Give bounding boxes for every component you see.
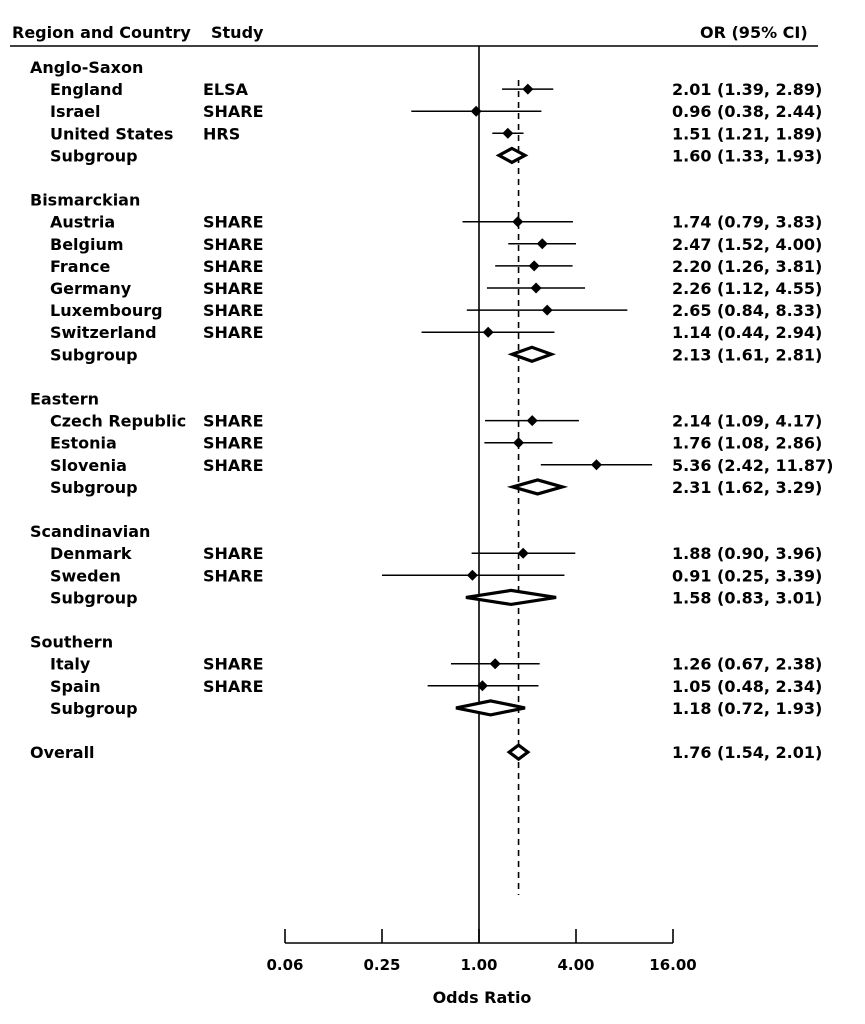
or-ci-text: 2.31 (1.62, 3.29) — [672, 478, 822, 497]
point-estimate — [466, 569, 478, 581]
point-estimate — [522, 83, 534, 95]
study-label: SHARE — [203, 456, 264, 475]
subgroup-label: Subgroup — [50, 588, 138, 607]
or-ci-text: 1.14 (0.44, 2.94) — [672, 323, 822, 342]
study-label: SHARE — [203, 301, 264, 320]
header-or-ci: OR (95% CI) — [700, 23, 808, 42]
point-estimate — [470, 105, 482, 117]
study-label: SHARE — [203, 235, 264, 254]
or-ci-text: 2.13 (1.61, 2.81) — [672, 345, 822, 364]
country-label: Luxembourg — [50, 301, 163, 320]
or-ci-text: 1.60 (1.33, 1.93) — [672, 146, 822, 165]
point-estimate — [590, 459, 602, 471]
country-label: Czech Republic — [50, 412, 186, 431]
point-estimate — [513, 437, 525, 449]
or-ci-text: 5.36 (2.42, 11.87) — [672, 456, 833, 475]
point-estimate — [512, 216, 524, 228]
subgroup-label: Subgroup — [50, 146, 138, 165]
study-label: SHARE — [203, 566, 264, 585]
rows-layer: Anglo-Saxon England ELSA 2.01 (1.39, 2.89) I… — [30, 46, 833, 974]
group-label: Anglo-Saxon — [30, 58, 143, 77]
or-ci-text: 0.91 (0.25, 3.39) — [672, 566, 822, 585]
country-label: Switzerland — [50, 323, 157, 342]
country-label: Italy — [50, 655, 91, 674]
or-ci-text: 1.76 (1.54, 2.01) — [672, 743, 822, 762]
study-label: SHARE — [203, 213, 264, 232]
or-ci-text: 2.14 (1.09, 4.17) — [672, 412, 822, 431]
country-label: Germany — [50, 279, 132, 298]
x-tick-label: 0.25 — [363, 956, 400, 974]
or-ci-text: 1.76 (1.08, 2.86) — [672, 434, 822, 453]
subgroup-diamond — [455, 699, 526, 717]
x-tick-label: 16.00 — [649, 956, 696, 974]
header-study: Study — [211, 23, 264, 42]
subgroup-diamond — [506, 478, 569, 496]
overall-label: Overall — [30, 743, 95, 762]
study-label: SHARE — [203, 412, 264, 431]
study-label: SHARE — [203, 323, 264, 342]
subgroup-diamond — [507, 345, 557, 364]
or-ci-text: 1.05 (0.48, 2.34) — [672, 677, 822, 696]
or-ci-text: 1.26 (0.67, 2.38) — [672, 655, 822, 674]
or-ci-text: 2.26 (1.12, 4.55) — [672, 279, 822, 298]
point-estimate — [489, 658, 501, 670]
study-label: SHARE — [203, 257, 264, 276]
point-estimate — [482, 326, 494, 338]
country-label: Sweden — [50, 566, 121, 585]
group-label: Bismarckian — [30, 191, 140, 210]
x-tick-label: 0.06 — [266, 956, 303, 974]
country-label: United States — [50, 124, 173, 143]
country-label: France — [50, 257, 110, 276]
header-region: Region and Country — [12, 23, 191, 42]
point-estimate — [528, 260, 540, 272]
country-label: Denmark — [50, 544, 132, 563]
study-label: SHARE — [203, 102, 264, 121]
point-estimate — [536, 238, 548, 250]
study-label: ELSA — [203, 80, 249, 99]
x-tick-label: 1.00 — [460, 956, 497, 974]
study-label: SHARE — [203, 434, 264, 453]
study-label: SHARE — [203, 655, 264, 674]
point-estimate — [476, 680, 488, 692]
group-label: Southern — [30, 633, 113, 652]
x-axis-label: Odds Ratio — [433, 988, 532, 1007]
subgroup-label: Subgroup — [50, 478, 138, 497]
group-label: Scandinavian — [30, 522, 150, 541]
study-label: SHARE — [203, 544, 264, 563]
study-label: HRS — [203, 124, 240, 143]
or-ci-text: 2.20 (1.26, 3.81) — [672, 257, 822, 276]
or-ci-text: 2.65 (0.84, 8.33) — [672, 301, 822, 320]
or-ci-text: 2.01 (1.39, 2.89) — [672, 80, 822, 99]
subgroup-diamond — [465, 588, 557, 607]
or-ci-text: 1.58 (0.83, 3.01) — [672, 588, 822, 607]
country-label: Slovenia — [50, 456, 127, 475]
country-label: Israel — [50, 102, 101, 121]
or-ci-text: 0.96 (0.38, 2.44) — [672, 102, 822, 121]
country-label: England — [50, 80, 123, 99]
subgroup-label: Subgroup — [50, 345, 138, 364]
subgroup-label: Subgroup — [50, 699, 138, 718]
point-estimate — [502, 127, 514, 139]
or-ci-text: 2.47 (1.52, 4.00) — [672, 235, 822, 254]
country-label: Austria — [50, 213, 115, 232]
or-ci-text: 1.88 (0.90, 3.96) — [672, 544, 822, 563]
or-ci-text: 1.74 (0.79, 3.83) — [672, 213, 822, 232]
country-label: Estonia — [50, 434, 117, 453]
x-tick-label: 4.00 — [557, 956, 594, 974]
country-label: Belgium — [50, 235, 124, 254]
point-estimate — [530, 282, 542, 294]
point-estimate — [517, 547, 529, 559]
point-estimate — [541, 304, 553, 316]
subgroup-diamond — [495, 146, 529, 165]
or-ci-text: 1.51 (1.21, 1.89) — [672, 124, 822, 143]
study-label: SHARE — [203, 279, 264, 298]
study-label: SHARE — [203, 677, 264, 696]
group-label: Eastern — [30, 390, 99, 409]
country-label: Spain — [50, 677, 101, 696]
overall-diamond — [506, 743, 531, 762]
point-estimate — [526, 415, 538, 427]
or-ci-text: 1.18 (0.72, 1.93) — [672, 699, 822, 718]
